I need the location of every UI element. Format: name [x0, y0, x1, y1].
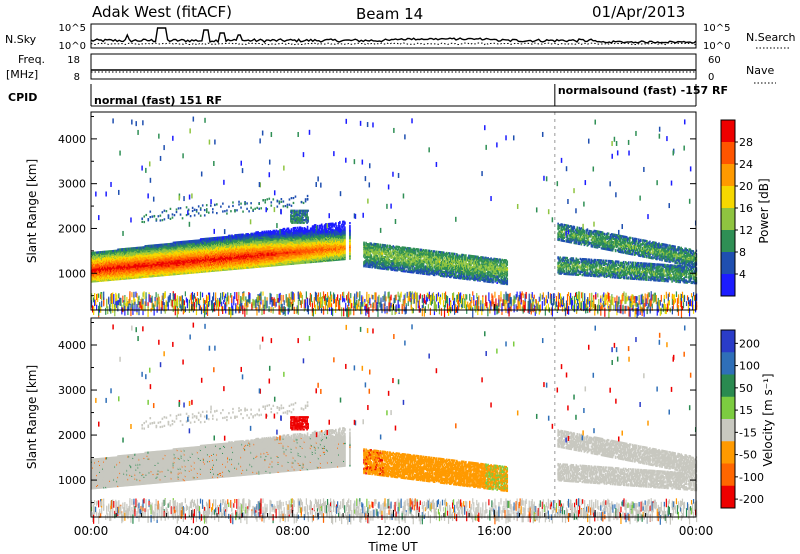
nsky-trace [91, 28, 696, 45]
nsky-label: N.Sky [5, 33, 37, 46]
cpid-segment-label: normalsound (fast) -157 RF [558, 84, 728, 97]
fit-summary-figure: Adak West (fitACF) Beam 14 01/Apr/2013 N… [0, 0, 800, 554]
nave-label: Nave [746, 64, 774, 77]
cpid-strip: CPID normal (fast) 151 RF normalsound (fa… [8, 84, 728, 107]
nsearch-tick-top: 10^5 [703, 23, 730, 34]
nsky-tick-bottom: 10^0 [59, 41, 86, 52]
freq-frame [91, 54, 696, 79]
nave-tick-bottom: 0 [708, 72, 714, 83]
beam-title: Beam 14 [356, 5, 423, 23]
nsearch-tick-bottom: 10^0 [703, 41, 730, 52]
station-title: Adak West (fitACF) [92, 3, 232, 21]
freq-tick-top: 18 [67, 55, 80, 66]
freq-unit: [MHz] [6, 68, 38, 81]
nsearch-label: N.Search [746, 31, 796, 44]
freq-label: Freq. [18, 53, 45, 66]
freq-tick-bottom: 8 [74, 72, 80, 83]
cpid-label: CPID [8, 91, 37, 104]
nsky-line [91, 28, 696, 43]
nsky-strip: N.Sky 10^5 10^0 10^5 10^0 N.Search [5, 23, 796, 52]
nsky-tick-top: 10^5 [59, 23, 86, 34]
date-title: 01/Apr/2013 [592, 3, 685, 21]
nave-tick-top: 60 [708, 55, 721, 66]
nsearch-line [91, 43, 696, 45]
cpid-segments: normal (fast) 151 RF normalsound (fast) -… [94, 84, 728, 107]
cpid-segment-label: normal (fast) 151 RF [94, 94, 222, 107]
power-plot-bg [91, 112, 696, 310]
freq-strip: Freq. [MHz] 18 8 60 0 Nave [6, 53, 776, 83]
